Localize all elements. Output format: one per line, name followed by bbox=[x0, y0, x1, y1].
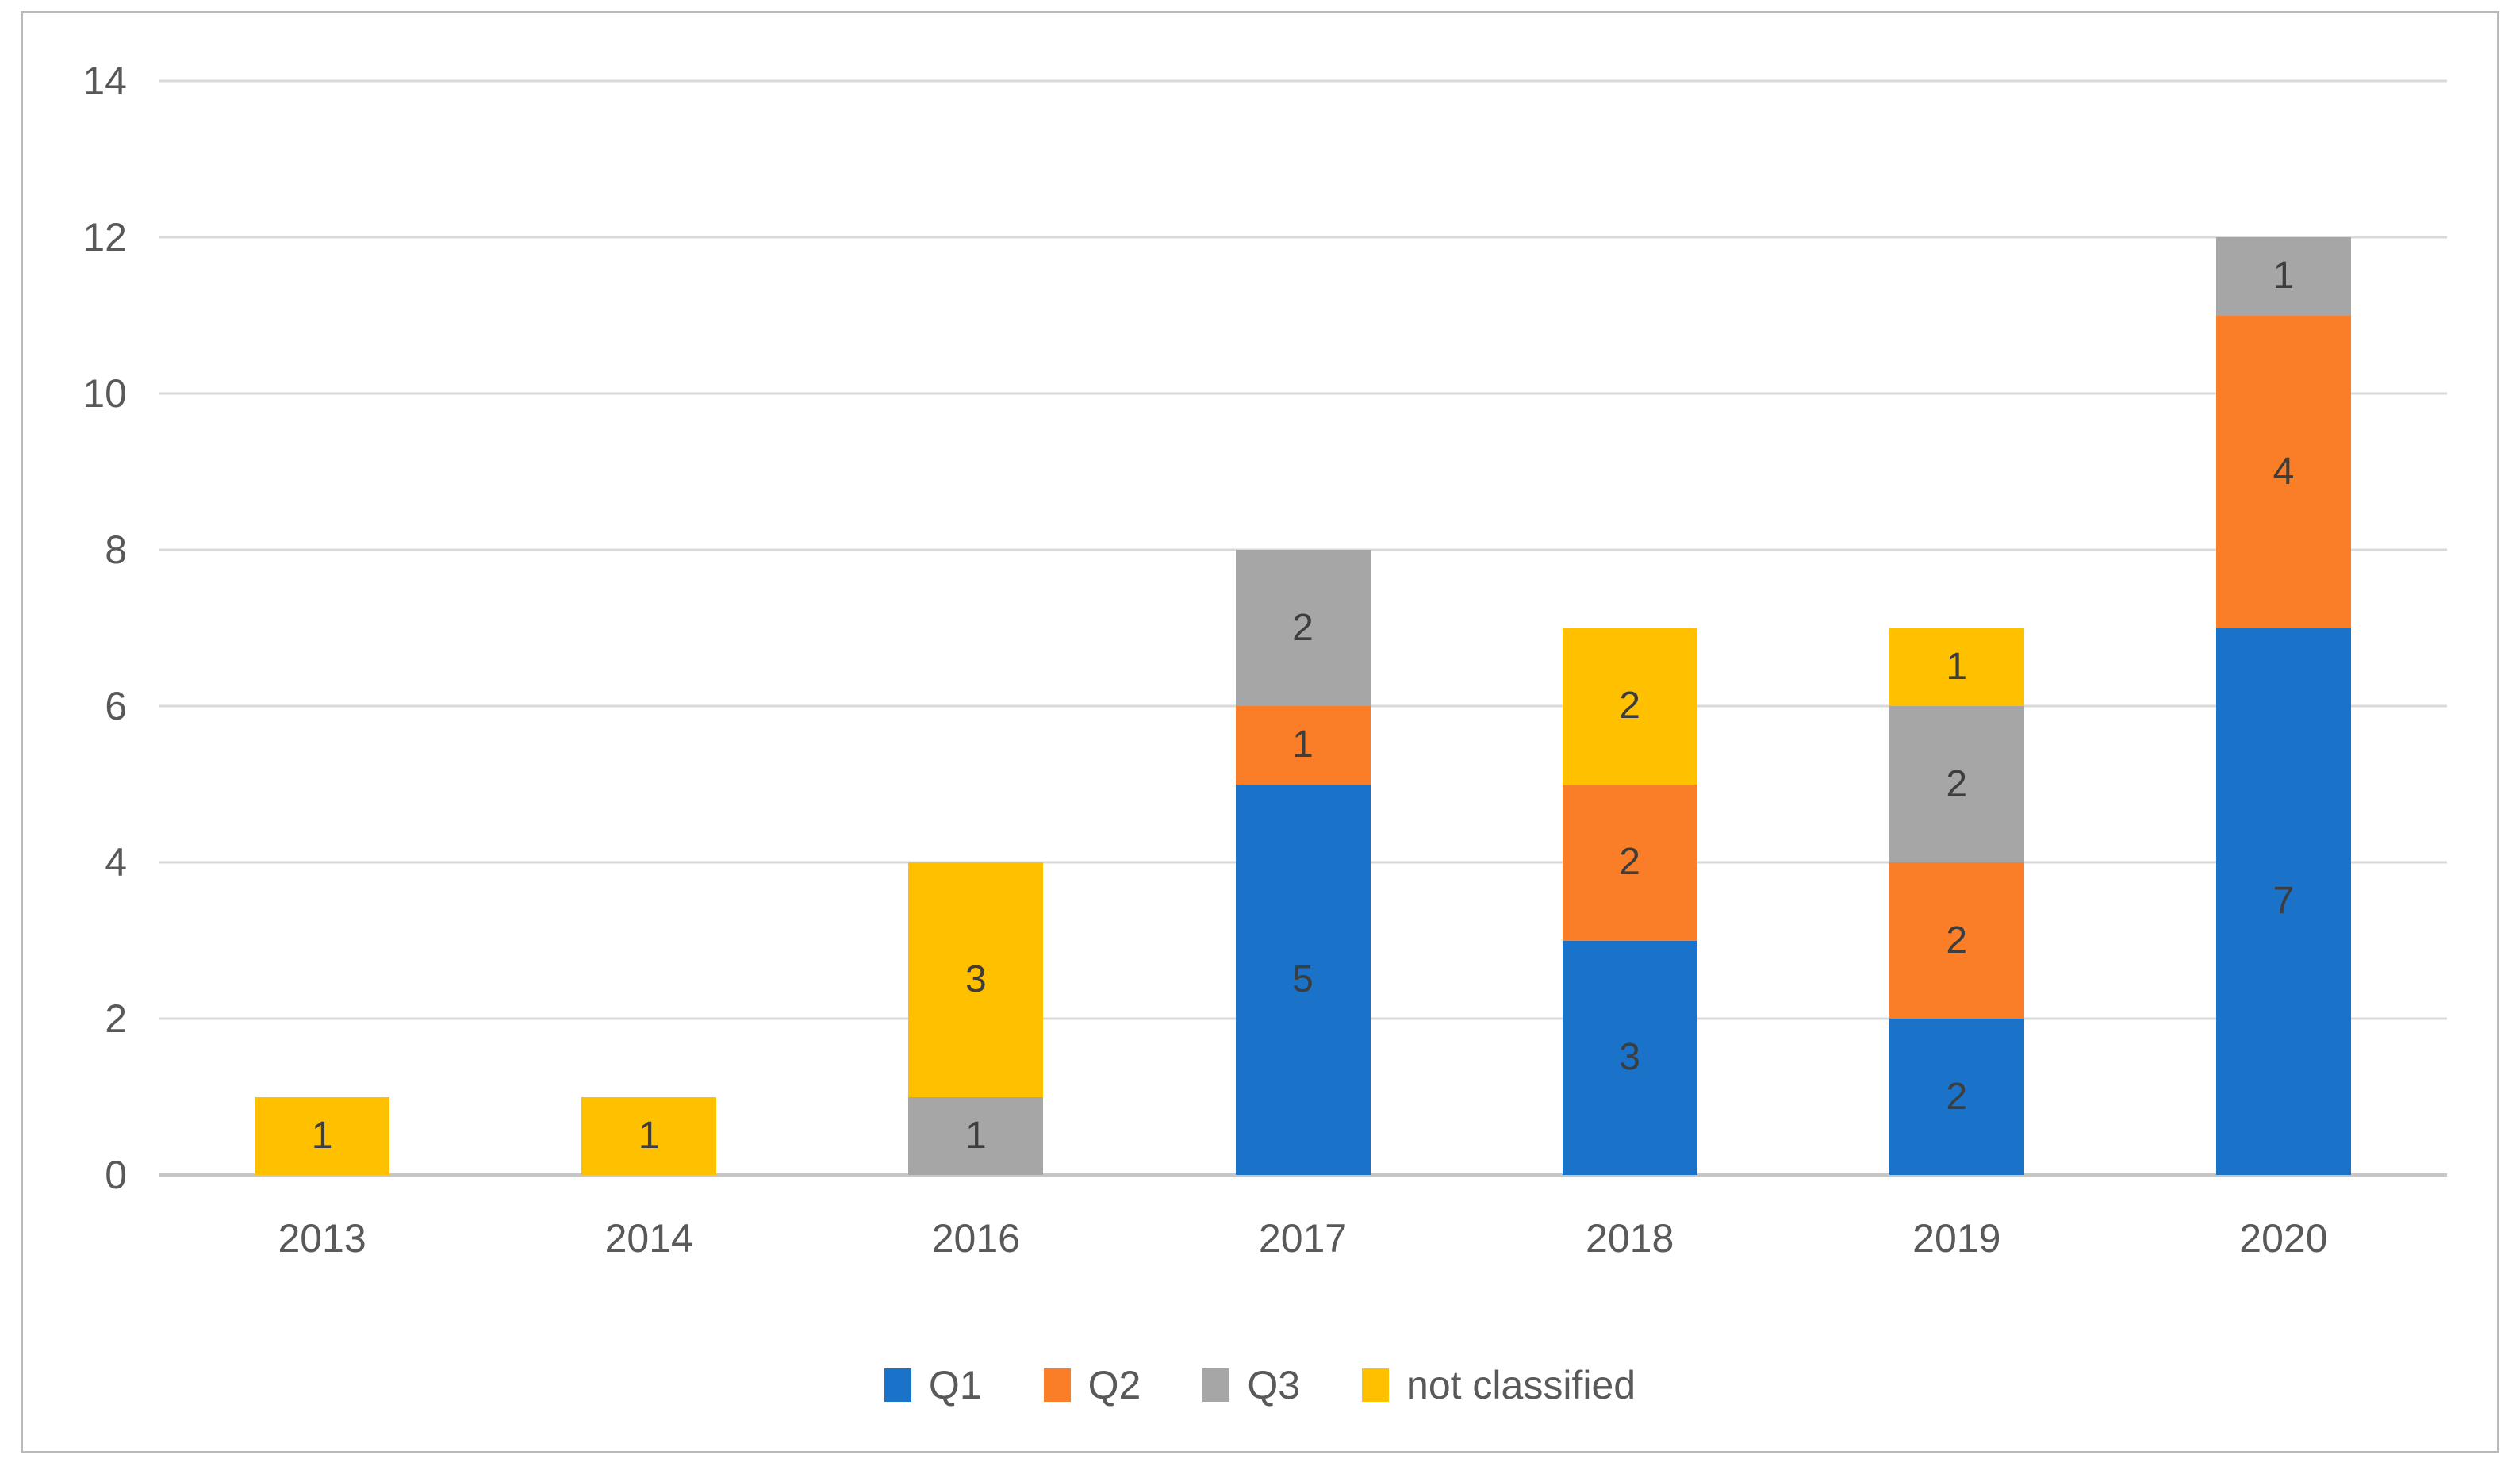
data-label: 5 bbox=[1292, 958, 1314, 1000]
bar-segment-2017-Q2: 1 bbox=[1235, 706, 1371, 785]
data-label: 2 bbox=[1619, 841, 1640, 883]
x-tick-label-2016: 2016 bbox=[931, 1216, 1020, 1261]
y-tick-label-0: 0 bbox=[105, 1153, 127, 1197]
x-tick-label-2017: 2017 bbox=[1258, 1216, 1348, 1261]
data-label: 1 bbox=[965, 1114, 987, 1157]
bar-segment-2016-Q3: 1 bbox=[908, 1096, 1044, 1175]
gridline-y-14 bbox=[159, 79, 2447, 83]
legend-item-Q1: Q1 bbox=[884, 1365, 982, 1405]
y-tick-label-2: 2 bbox=[105, 996, 127, 1041]
bar-segment-2018-Q1: 3 bbox=[1562, 940, 1697, 1175]
data-label: 2 bbox=[1946, 919, 1968, 962]
data-label: 3 bbox=[965, 958, 987, 1000]
legend-swatch-icon bbox=[1202, 1368, 1230, 1402]
bar-segment-2018-not-classified: 2 bbox=[1562, 628, 1697, 785]
legend-label: Q2 bbox=[1087, 1363, 1141, 1407]
bar-segment-2016-not-classified: 3 bbox=[908, 862, 1044, 1097]
data-label: 2 bbox=[1292, 606, 1314, 649]
x-tick-label-2014: 2014 bbox=[604, 1216, 693, 1261]
x-axis-line bbox=[159, 1173, 2447, 1177]
y-tick-label-8: 8 bbox=[105, 528, 127, 572]
data-label: 1 bbox=[311, 1114, 333, 1157]
bar-segment-2017-Q3: 2 bbox=[1235, 550, 1371, 706]
y-tick-label-14: 14 bbox=[82, 59, 127, 103]
x-tick-label-2013: 2013 bbox=[278, 1216, 366, 1261]
data-label: 1 bbox=[638, 1114, 660, 1157]
legend-swatch-icon bbox=[1362, 1368, 1390, 1402]
data-label: 1 bbox=[2273, 255, 2295, 297]
data-label: 1 bbox=[1946, 645, 1968, 688]
y-tick-label-6: 6 bbox=[105, 684, 127, 728]
x-tick-label-2018: 2018 bbox=[1586, 1216, 1674, 1261]
legend-swatch-icon bbox=[1043, 1368, 1071, 1402]
data-label: 7 bbox=[2273, 880, 2295, 923]
bar-segment-2020-Q2: 4 bbox=[2215, 315, 2351, 628]
bar-segment-2017-Q1: 5 bbox=[1235, 784, 1371, 1175]
gridline-y-10 bbox=[159, 392, 2447, 395]
bar-segment-2020-Q1: 7 bbox=[2215, 628, 2351, 1175]
data-label: 2 bbox=[1946, 762, 1968, 805]
plot-area: 0 2 4 6 8 10 12 14 1 2013 1 2014 1 3 2016 5 1 2 2017 3 2 2 201… bbox=[82, 61, 2447, 1258]
x-tick-label-2019: 2019 bbox=[1912, 1216, 2001, 1261]
bar-segment-2019-not-classified: 1 bbox=[1889, 628, 2024, 706]
legend-item-Q3: Q3 bbox=[1202, 1365, 1300, 1405]
bar-segment-2014-not-classified: 1 bbox=[581, 1096, 717, 1175]
legend-item-not-classified: not classified bbox=[1362, 1365, 1636, 1405]
chart-frame: 0 2 4 6 8 10 12 14 1 2013 1 2014 1 3 2016 5 1 2 2017 3 2 2 201… bbox=[21, 11, 2499, 1453]
bar-segment-2018-Q2: 2 bbox=[1562, 784, 1697, 941]
data-label: 3 bbox=[1619, 1036, 1640, 1079]
bar-segment-2019-Q2: 2 bbox=[1889, 862, 2024, 1019]
bar-segment-2019-Q3: 2 bbox=[1889, 706, 2024, 862]
y-tick-label-12: 12 bbox=[82, 215, 127, 259]
data-label: 2 bbox=[1946, 1075, 1968, 1118]
x-tick-label-2020: 2020 bbox=[2239, 1216, 2328, 1261]
legend-label: Q1 bbox=[928, 1363, 982, 1407]
chart-legend: Q1 Q2 Q3 not classified bbox=[23, 1365, 2497, 1405]
legend-item-Q2: Q2 bbox=[1043, 1363, 1141, 1407]
bar-segment-2019-Q1: 2 bbox=[1889, 1019, 2024, 1175]
gridline-y-12 bbox=[159, 236, 2447, 239]
legend-swatch-icon bbox=[884, 1368, 911, 1402]
data-label: 1 bbox=[1292, 724, 1314, 766]
bar-segment-2020-Q3: 1 bbox=[2215, 237, 2351, 316]
data-label: 2 bbox=[1619, 685, 1640, 727]
data-label: 4 bbox=[2273, 450, 2295, 493]
y-tick-label-10: 10 bbox=[82, 371, 127, 416]
bar-segment-2013-not-classified: 1 bbox=[255, 1096, 390, 1175]
legend-label: Q3 bbox=[1247, 1363, 1301, 1407]
legend-label: not classified bbox=[1406, 1363, 1636, 1407]
y-tick-label-4: 4 bbox=[105, 840, 127, 885]
